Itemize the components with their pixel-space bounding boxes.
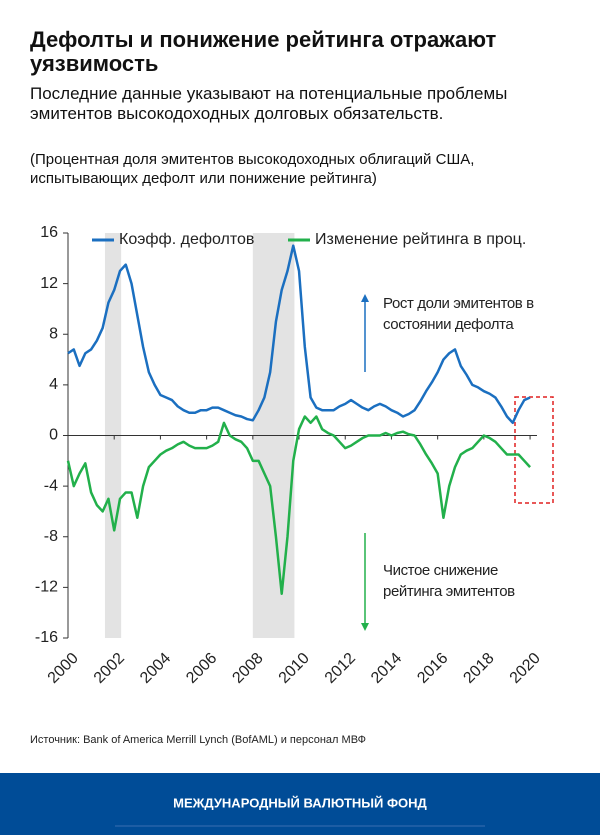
footer-text: МЕЖДУНАРОДНЫЙ ВАЛЮТНЫЙ ФОНД [173,795,427,810]
x-tick-label: 2010 [276,650,313,687]
source: Источник: Bank of America Merrill Lynch … [30,734,366,746]
x-tick-label: 2018 [460,650,497,687]
y-tick-label: 12 [40,275,58,292]
x-tick-label: 2020 [507,650,544,687]
y-tick-label: -4 [44,477,58,494]
legend-label: Изменение рейтинга в проц. [315,231,526,248]
x-tick-label: 2016 [414,650,451,687]
x-tick-label: 2014 [368,650,405,687]
title: Дефолты и понижение рейтинга отражают уя… [30,27,497,76]
subtitle: Последние данные указывают на потенциаль… [30,84,508,123]
y-tick-label: -16 [35,629,58,646]
note: (Процентная доля эмитентов высокодоходны… [30,151,475,187]
x-tick-label: 2002 [91,650,128,687]
x-tick-label: 2006 [183,650,220,687]
y-tick-label: 0 [49,427,58,444]
x-tick-label: 2008 [229,650,266,687]
y-tick-label: 8 [49,325,58,342]
highlight-box [514,396,554,504]
series-line [67,244,531,425]
annotation-text: Чистое снижение рейтинга эмитентов [383,562,515,600]
annotation: Рост доли эмитентов в состоянии дефолта [383,295,534,333]
x-tick-label: 2012 [322,650,359,687]
x-tick-label: 2000 [45,650,82,687]
annotation: Чистое снижение рейтинга эмитентов [383,562,515,600]
arrow-head [361,623,369,631]
y-tick-label: 4 [49,376,58,393]
arrow-head [361,294,369,302]
footer-band [0,773,600,835]
annotation-text: Рост доли эмитентов в состоянии дефолта [383,295,534,333]
y-tick-label: 16 [40,224,58,241]
x-tick-label: 2004 [137,650,174,687]
legend-label: Коэфф. дефолтов [119,231,254,248]
series-line [66,415,531,595]
y-tick-label: -12 [35,579,58,596]
y-tick-label: -8 [44,528,58,545]
